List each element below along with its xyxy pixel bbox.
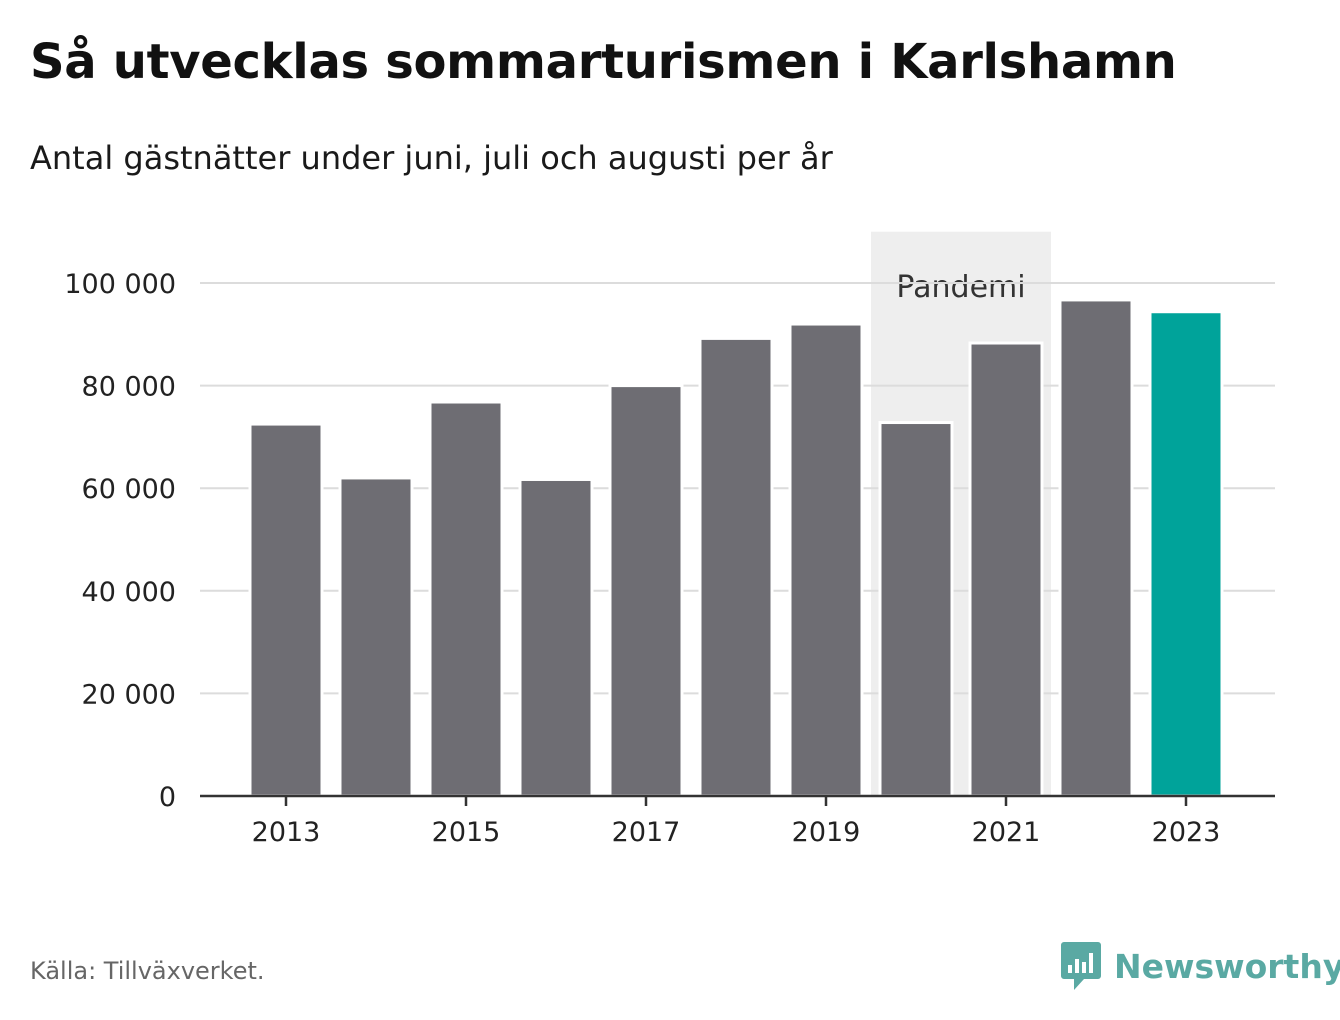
x-tick-label: 2015 — [432, 817, 501, 848]
x-tick-label: 2023 — [1152, 817, 1221, 848]
bar-2019 — [788, 322, 864, 798]
bar-2018 — [698, 336, 774, 798]
source-note: Källa: Tillväxverket. — [30, 957, 265, 985]
y-tick-label: 0 — [159, 782, 176, 813]
bar-2016 — [518, 477, 594, 798]
bar-2023 — [1148, 310, 1224, 798]
y-tick-label: 20 000 — [82, 679, 176, 710]
x-axis — [200, 794, 1275, 806]
pandemic-label: Pandemi — [896, 270, 1025, 305]
bar-2020 — [878, 421, 954, 798]
chart-subtitle: Antal gästnätter under juni, juli och au… — [30, 139, 833, 177]
bar-2014 — [338, 476, 414, 798]
tick-labels: 0 20 000 40 000 60 000 80 000 100 000 2013 2015… — [64, 269, 1220, 848]
bar-2013 — [248, 422, 324, 798]
y-tick-label: 40 000 — [82, 577, 176, 608]
bar-2017 — [608, 384, 684, 798]
x-tick-label: 2021 — [972, 817, 1041, 848]
y-tick-label: 60 000 — [82, 474, 176, 505]
bar-2021 — [968, 341, 1044, 798]
newsworthy-logo-icon — [1061, 942, 1101, 990]
x-tick-label: 2017 — [612, 817, 681, 848]
x-tick-label: 2013 — [252, 817, 321, 848]
y-tick-label: 80 000 — [82, 372, 176, 403]
chart-title: Så utvecklas sommarturismen i Karlshamn — [30, 34, 1177, 90]
x-tick-label: 2019 — [792, 817, 861, 848]
brand-name: Newsworthy — [1114, 946, 1340, 986]
bar-2022 — [1058, 298, 1134, 798]
y-tick-label: 100 000 — [64, 269, 176, 300]
bar-2015 — [428, 400, 504, 798]
bars — [248, 298, 1224, 798]
brand-logo: Newsworthy — [1060, 940, 1340, 992]
